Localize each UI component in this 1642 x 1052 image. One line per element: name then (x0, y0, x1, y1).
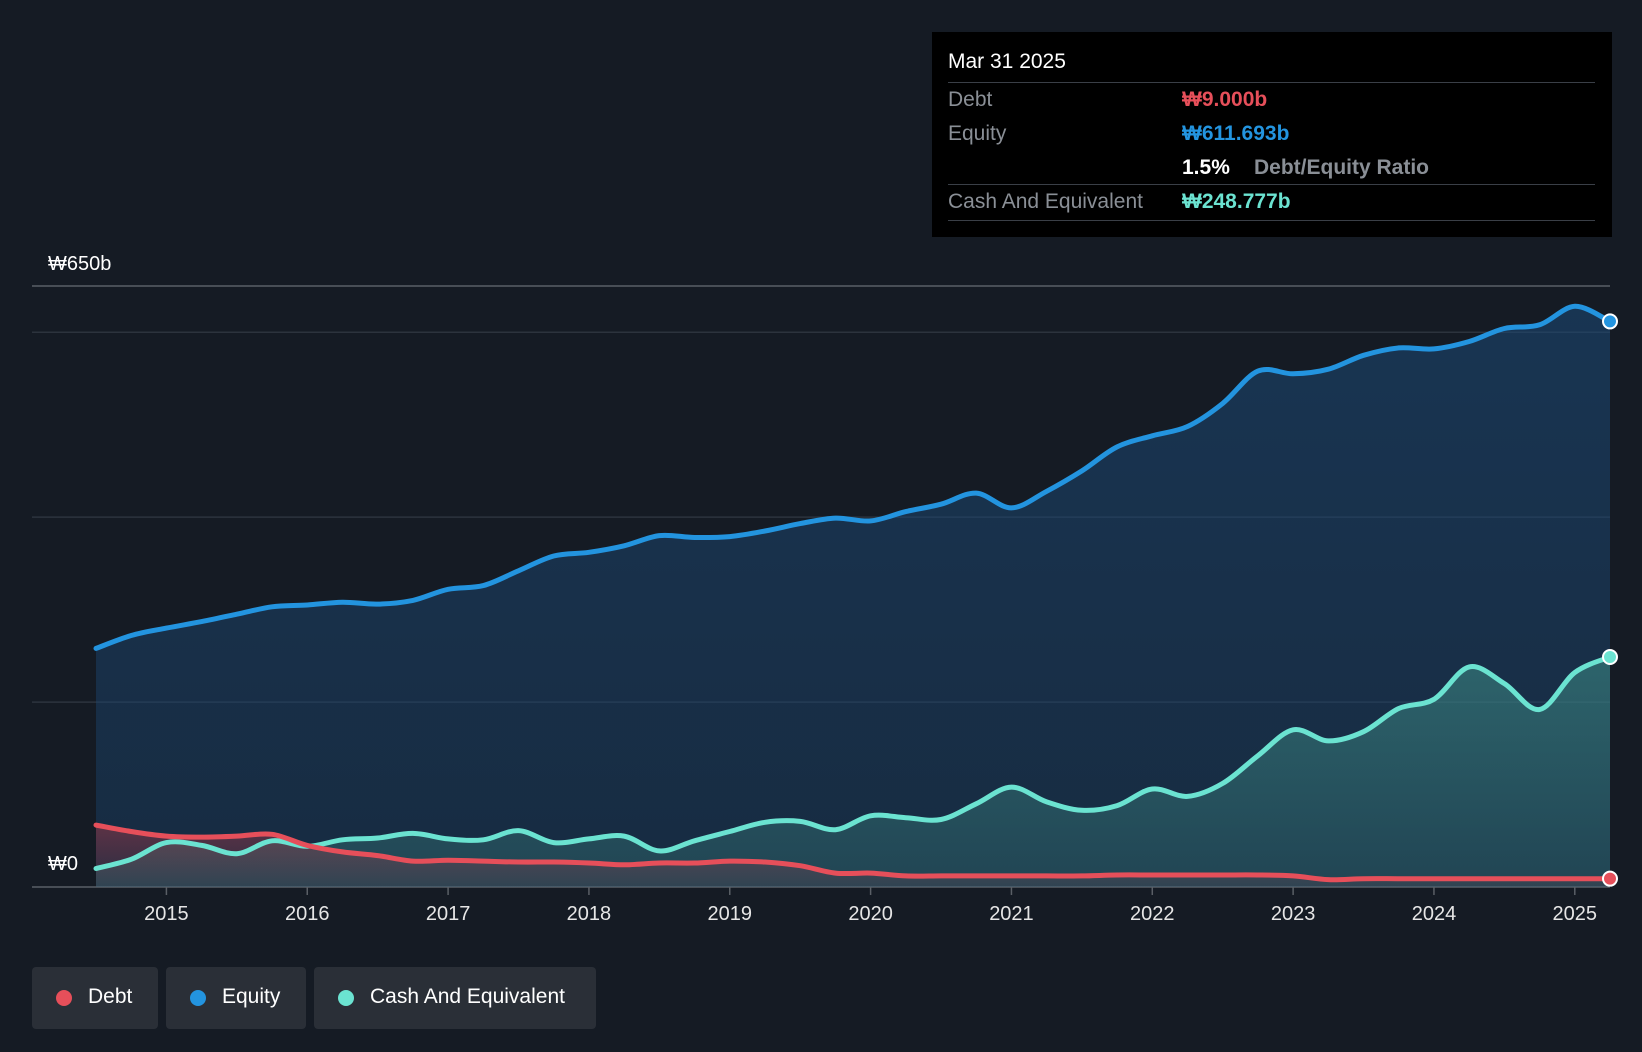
cash-and-equivalent-line (93, 654, 1613, 871)
legend-debt-dot (56, 990, 72, 1006)
x-tick-label-2018: 2018 (567, 903, 612, 925)
x-tick-label-2019: 2019 (708, 903, 753, 925)
y-axis-top-label: ₩650b (48, 253, 111, 275)
equity-endpoint (1602, 313, 1618, 330)
series-lines (93, 303, 1613, 883)
x-tick-label-2020: 2020 (848, 903, 893, 925)
equity-area (96, 306, 1610, 888)
tooltip-debt-value: ₩9.000b (1182, 88, 1268, 111)
equity-line (93, 303, 1613, 651)
tooltip-equity-label: Equity (948, 122, 1007, 145)
cash-and-equivalent-endpoint (1602, 648, 1618, 665)
x-tick-label-2025: 2025 (1553, 903, 1598, 925)
cash-and-equivalent-area (96, 657, 1610, 887)
x-tick-label-2023: 2023 (1271, 903, 1316, 925)
tooltip: Mar 31 2025 Debt ₩9.000b Equity ₩611.693… (932, 32, 1612, 237)
legend-item-cash[interactable]: Cash And Equivalent (314, 967, 596, 1029)
tooltip-equity-value: ₩611.693b (1182, 122, 1290, 145)
x-tick-label-2016: 2016 (285, 903, 330, 925)
tooltip-ratio-row: 1.5% Debt/Equity Ratio (948, 150, 1595, 185)
legend-equity-dot (190, 990, 206, 1006)
debt-area (96, 825, 1610, 887)
tooltip-ratio-label: Debt/Equity Ratio (1254, 156, 1430, 179)
legend-equity-label: Equity (222, 985, 281, 1008)
tooltip-cash-label: Cash And Equivalent (948, 190, 1143, 213)
tooltip-equity-row: Equity ₩611.693b (948, 116, 1595, 151)
tooltip-cash-value: ₩248.777b (1182, 190, 1291, 213)
x-axis-ticks: 2015 2016 2017 2018 2019 2020 2021 2022 2023 2024… (144, 887, 1597, 925)
x-tick-label-2021: 2021 (989, 903, 1034, 925)
legend-cash-label: Cash And Equivalent (370, 985, 565, 1008)
debt-line (93, 822, 1613, 883)
legend-cash-dot (338, 990, 354, 1006)
tooltip-debt-label: Debt (948, 88, 993, 111)
x-tick-label-2015: 2015 (144, 903, 189, 925)
series-areas (96, 306, 1610, 888)
x-tick-label-2017: 2017 (426, 903, 471, 925)
tooltip-date: Mar 31 2025 (948, 50, 1066, 73)
tooltip-debt-row: Debt ₩9.000b (948, 82, 1595, 117)
tooltip-ratio-value: 1.5% (1182, 156, 1230, 179)
x-tick-label-2022: 2022 (1130, 903, 1175, 925)
legend-item-equity[interactable]: Equity (166, 967, 306, 1029)
legend-item-debt[interactable]: Debt (32, 967, 158, 1029)
legend-debt-label: Debt (88, 985, 133, 1008)
y-axis-bottom-label: ₩0 (48, 853, 78, 875)
debt-endpoint (1602, 870, 1618, 887)
x-tick-label-2024: 2024 (1412, 903, 1457, 925)
tooltip-cash-row: Cash And Equivalent ₩248.777b (948, 184, 1595, 219)
series-endpoints (1602, 313, 1618, 887)
tooltip-divider (948, 220, 1595, 221)
